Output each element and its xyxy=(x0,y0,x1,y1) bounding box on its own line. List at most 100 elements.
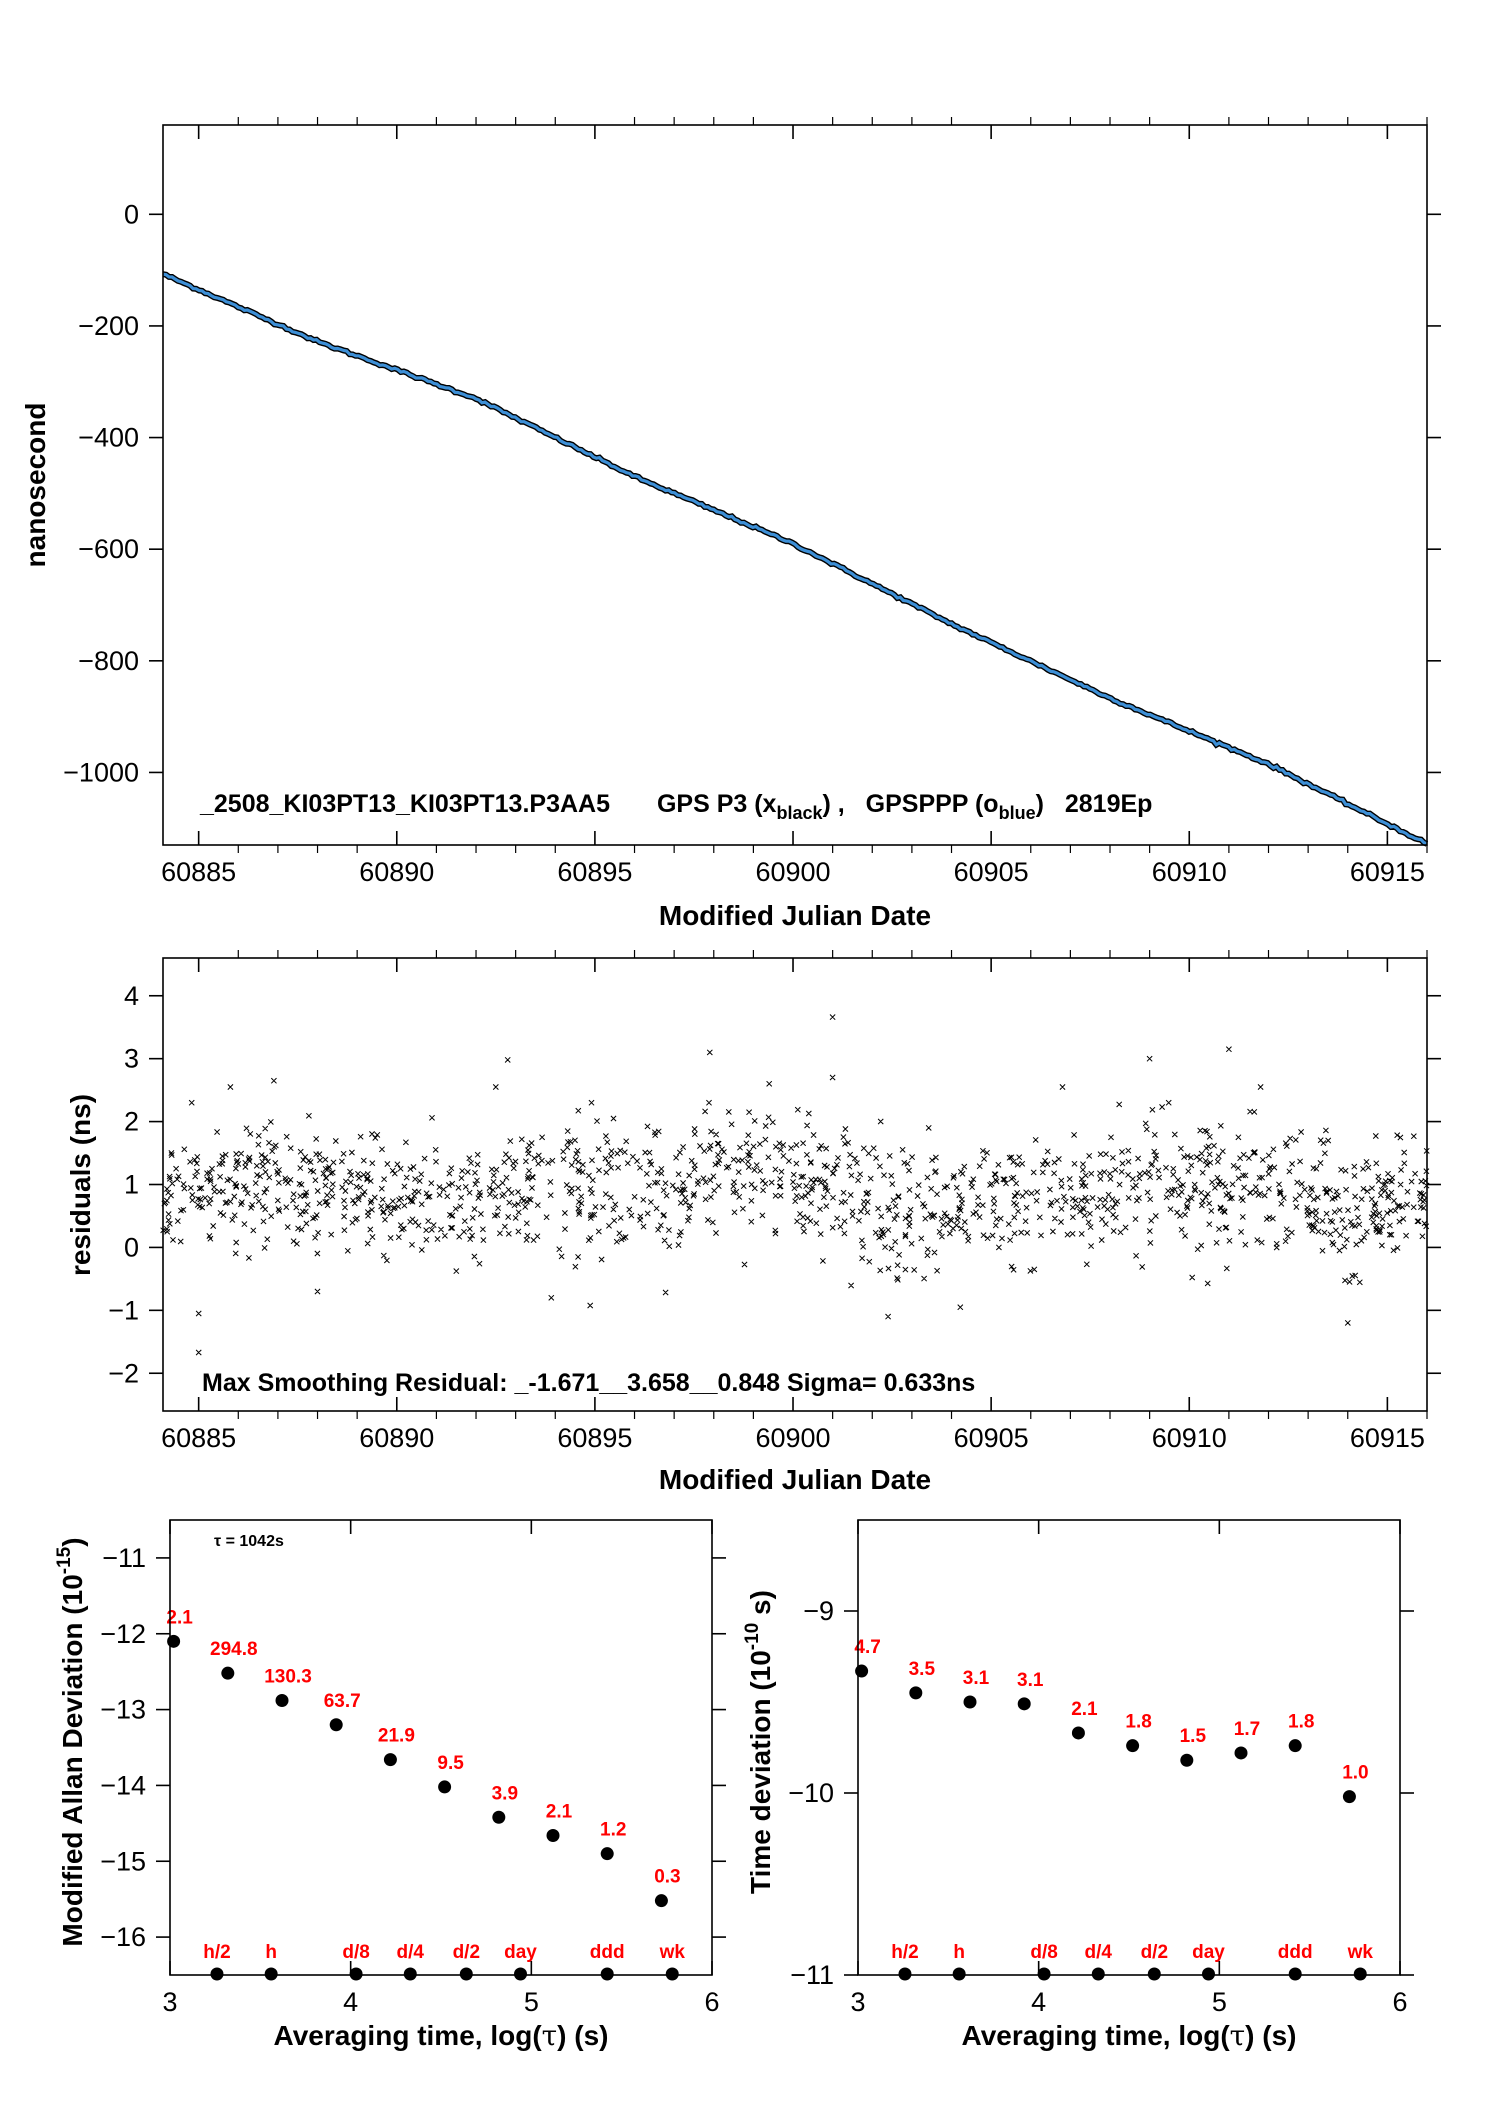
x-tick-label: 60900 xyxy=(755,1423,830,1453)
phase-xlabel: Modified Julian Date xyxy=(659,900,931,931)
interval-marker-point xyxy=(403,1967,417,1981)
mdev-xlabel-tau: τ xyxy=(542,2019,558,2052)
deviation-point xyxy=(167,1634,181,1648)
deviation-point xyxy=(1288,1739,1302,1753)
deviation-point xyxy=(275,1693,289,1707)
x-tick-label: 4 xyxy=(343,1987,358,2017)
deviation-point-label: 21.9 xyxy=(378,1726,415,1747)
mdev-chart: 2.1 294.8 130.3 63.7 21.9 9.5 3.9 2.1 1.2 0.3 h/2 h… xyxy=(54,1519,726,2052)
deviation-point-label: 9.5 xyxy=(437,1753,464,1774)
y-tick-label: 4 xyxy=(124,981,139,1011)
interval-marker-point xyxy=(513,1967,527,1981)
y-tick-label: −11 xyxy=(790,1960,834,1990)
x-tick-label: 60905 xyxy=(954,857,1029,887)
x-tick-label: 60885 xyxy=(161,857,236,887)
x-tick-label: 60895 xyxy=(557,1423,632,1453)
x-tick-label: 5 xyxy=(1212,1987,1227,2017)
tdev-plot-frame xyxy=(857,1519,1401,1976)
y-tick-label: 3 xyxy=(124,1044,139,1074)
residuals-chart: 60885 60890 60895 60900 60905 60910 60915 4 3 2 1 0… xyxy=(65,950,1441,1495)
tdev-xlabel-close: ) (s) xyxy=(1245,2020,1296,2051)
interval-marker-point xyxy=(1288,1967,1302,1981)
tdev-ylabel-close: s) xyxy=(745,1590,776,1623)
y-tick-label: −2 xyxy=(108,1358,139,1388)
mdev-ylabel-close: ) xyxy=(57,1537,88,1546)
deviation-point-label: 1.8 xyxy=(1125,1712,1151,1733)
tdev-series: 4.7 3.5 3.1 3.1 2.1 1.8 1.5 1.7 1.8 1.0 h/2 h d/8 d/4… xyxy=(854,1637,1374,1981)
interval-marker-point xyxy=(264,1967,278,1981)
interval-marker-point xyxy=(1147,1967,1161,1981)
residuals-annotation: Max Smoothing Residual: _-1.671__3.658__… xyxy=(202,1369,975,1397)
y-tick-label: 2 xyxy=(124,1107,139,1137)
x-tick-label: 3 xyxy=(850,1987,865,2017)
y-tick-label: −14 xyxy=(100,1770,146,1800)
mdev-plot-frame xyxy=(169,1519,713,1976)
deviation-point xyxy=(438,1780,452,1794)
phase-annotation: _2508_KI03PT13_KI03PT13.P3AA5 GPS P3 (xb… xyxy=(199,790,1152,823)
mdev-axes: 3 4 5 6 −11 −12 −13 −14 −15 −16 xyxy=(100,1520,726,2017)
tdev-xlabel-tau: τ xyxy=(1230,2019,1246,2052)
residuals-series xyxy=(160,1014,1430,1356)
y-tick-label: 1 xyxy=(124,1170,139,1200)
interval-marker-label: d/8 xyxy=(342,1942,369,1963)
phase-annotation-ppp-sub: blue xyxy=(999,803,1036,823)
interval-marker-label: ddd xyxy=(590,1942,625,1963)
phase-annotation-ppp-close: ) xyxy=(1036,790,1044,818)
deviation-point xyxy=(963,1695,977,1709)
interval-marker-point xyxy=(1091,1967,1105,1981)
x-tick-label: 6 xyxy=(1392,1987,1407,2017)
x-tick-label: 60900 xyxy=(755,857,830,887)
y-tick-label: 0 xyxy=(124,1232,139,1262)
deviation-point xyxy=(221,1666,235,1680)
deviation-point-label: 294.8 xyxy=(210,1639,258,1660)
deviation-point-label: 3.1 xyxy=(963,1668,990,1689)
phase-ylabel: nanosecond xyxy=(20,403,51,568)
residuals-xlabel: Modified Julian Date xyxy=(659,1464,931,1495)
interval-marker-point xyxy=(1037,1967,1051,1981)
interval-marker-label: d/2 xyxy=(453,1942,480,1963)
deviation-point-label: 0.3 xyxy=(654,1867,680,1888)
interval-marker-label: wk xyxy=(1347,1942,1374,1963)
residuals-axes: 60885 60890 60895 60900 60905 60910 60915 4 3 2 1 0… xyxy=(108,950,1441,1453)
interval-marker-label: day xyxy=(1192,1942,1225,1963)
deviation-point-label: 2.1 xyxy=(1071,1699,1098,1720)
tdev-ylabel-text: Time deviation (10 xyxy=(745,1650,776,1894)
tdev-chart: 4.7 3.5 3.1 3.1 2.1 1.8 1.5 1.7 1.8 1.0 h/2 h d/8 d/4… xyxy=(742,1519,1414,2052)
deviation-point xyxy=(855,1664,869,1678)
deviation-point xyxy=(546,1828,560,1842)
mdev-xlabel-close: ) (s) xyxy=(557,2020,608,2051)
interval-marker-point xyxy=(665,1967,679,1981)
gpsppp-trace xyxy=(162,272,1428,846)
mdev-ylabel: Modified Allan Deviation (10-15) xyxy=(54,1537,88,1946)
deviation-point xyxy=(1126,1739,1140,1753)
deviation-point xyxy=(1071,1726,1085,1740)
deviation-point-label: 130.3 xyxy=(264,1666,312,1687)
x-tick-label: 60890 xyxy=(359,857,434,887)
y-tick-label: −10 xyxy=(788,1778,834,1808)
y-tick-label: 0 xyxy=(124,199,139,229)
interval-marker-label: d/4 xyxy=(1085,1942,1113,1963)
mdev-xlabel: Averaging time, log(τ) (s) xyxy=(274,2019,609,2052)
y-tick-label: −800 xyxy=(78,646,139,676)
y-tick-label: −16 xyxy=(100,1922,146,1952)
x-tick-label: 60895 xyxy=(557,857,632,887)
deviation-point xyxy=(1342,1790,1356,1804)
deviation-point xyxy=(1017,1697,1031,1711)
interval-marker-label: h/2 xyxy=(203,1942,230,1963)
deviation-point-label: 1.5 xyxy=(1180,1726,1207,1747)
deviation-point xyxy=(600,1847,614,1861)
y-tick-label: −1000 xyxy=(63,757,139,787)
deviation-point-label: 3.5 xyxy=(909,1659,936,1680)
y-tick-label: −600 xyxy=(78,534,139,564)
phase-axes: 60885 60890 60895 60900 60905 60910 60915 0 −200… xyxy=(63,117,1441,887)
interval-marker-point xyxy=(952,1967,966,1981)
interval-marker-label: d/8 xyxy=(1030,1942,1057,1963)
interval-marker-label: h xyxy=(265,1942,277,1963)
deviation-point-label: 3.1 xyxy=(1017,1670,1044,1691)
interval-marker-label: wk xyxy=(659,1942,686,1963)
x-tick-label: 6 xyxy=(704,1987,719,2017)
x-tick-label: 4 xyxy=(1031,1987,1046,2017)
x-tick-label: 60885 xyxy=(161,1423,236,1453)
phase-chart: 60885 60890 60895 60900 60905 60910 60915 0 −200… xyxy=(20,117,1441,931)
